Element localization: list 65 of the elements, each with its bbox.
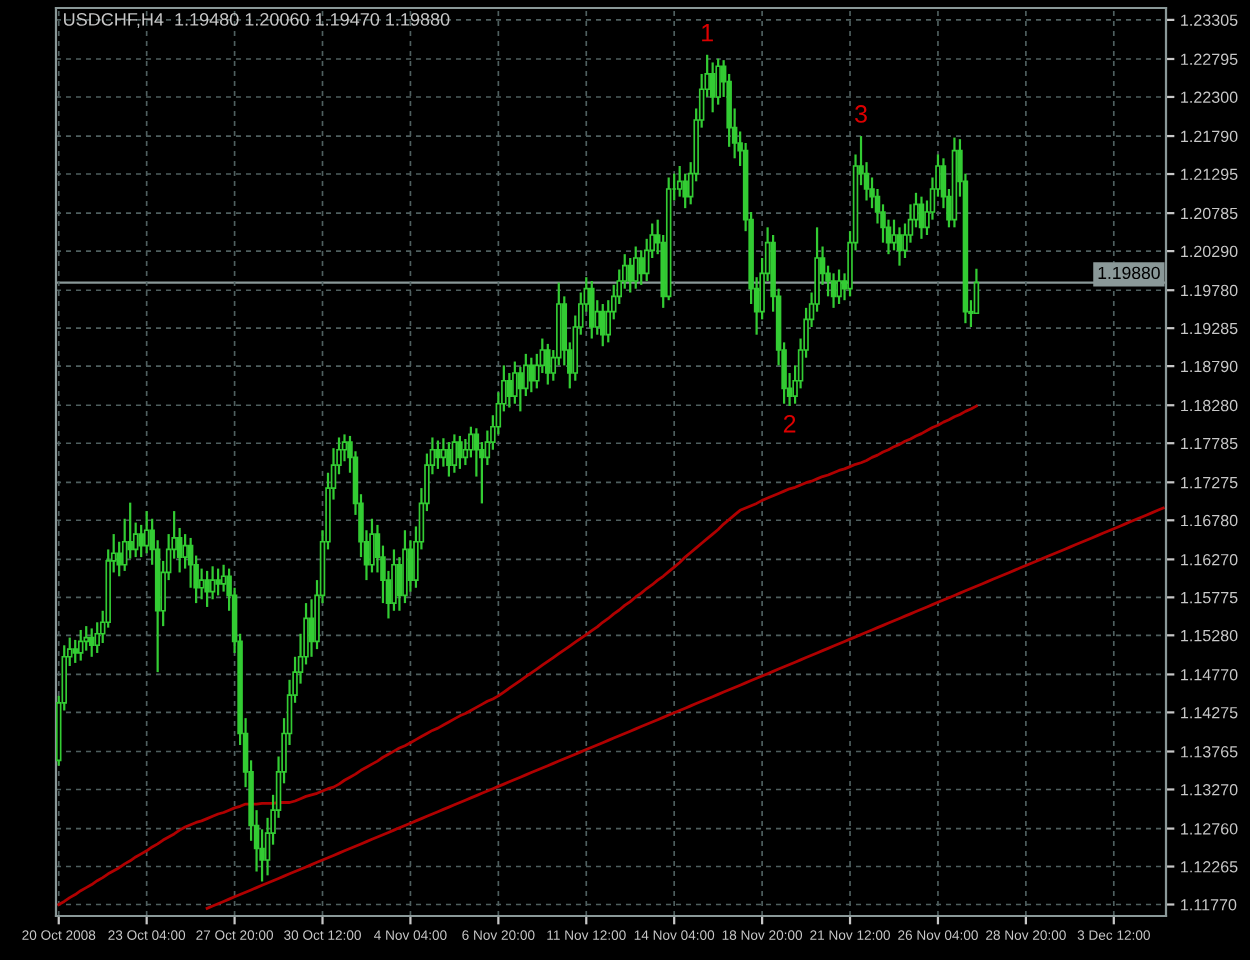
candlestick	[627, 256, 633, 294]
y-tick-label: 1.22795	[1181, 53, 1238, 65]
line-series	[205, 506, 1165, 910]
candlestick	[198, 567, 205, 601]
y-tick-label: 1.17275	[1181, 476, 1238, 489]
candlestick	[446, 440, 452, 478]
candlestick	[599, 302, 606, 348]
candlestick	[545, 342, 551, 386]
candlestick	[830, 272, 837, 309]
ref-line-label: 1.19880	[1098, 266, 1160, 280]
y-tick-label: 1.15280	[1181, 629, 1238, 642]
candlestick	[589, 279, 595, 340]
y-tick-label: 1.20785	[1181, 207, 1238, 220]
candlestick	[709, 61, 716, 114]
candlestick	[391, 548, 397, 612]
candlestick	[836, 268, 842, 306]
candlestick	[682, 172, 688, 210]
candlestick	[506, 371, 513, 409]
candlestick	[72, 638, 78, 665]
y-tick-label: 1.20290	[1181, 245, 1238, 258]
y-tick-label: 1.13765	[1181, 746, 1238, 758]
candlestick	[77, 628, 84, 662]
candlestick	[457, 434, 463, 471]
y-tick-label: 1.18280	[1181, 399, 1238, 412]
candlestick	[138, 523, 144, 559]
candlestick	[116, 540, 122, 578]
y-tick-label: 1.13270	[1181, 784, 1238, 796]
y-tick-label: 1.22300	[1181, 91, 1238, 103]
candlestick	[215, 567, 221, 597]
candlestick	[517, 365, 524, 413]
candlestick	[435, 439, 441, 471]
y-tick-label: 1.11770	[1181, 899, 1237, 911]
candlestick	[204, 569, 210, 609]
y-tick-label: 1.16780	[1181, 514, 1238, 527]
candlestick	[402, 529, 408, 605]
y-tick-label: 1.12760	[1181, 823, 1238, 835]
y-tick-label: 1.21295	[1181, 168, 1238, 181]
y-tick-label: 1.15775	[1181, 592, 1238, 604]
y-tick-label: 1.21790	[1181, 130, 1238, 143]
candlestick	[451, 433, 458, 474]
candlestick	[896, 226, 903, 267]
chart-title: USDCHF,H4 1.19480 1.20060 1.19470 1.19880	[64, 13, 450, 28]
candlestick	[182, 532, 188, 570]
annotation: 1	[702, 24, 713, 42]
y-tick-label: 1.12265	[1181, 861, 1238, 873]
y-tick-label: 1.16270	[1181, 553, 1238, 566]
candlestick	[88, 627, 95, 658]
y-tick-label: 1.23305	[1181, 14, 1238, 26]
annotation: 2	[783, 415, 796, 433]
annotation: 3	[855, 105, 867, 123]
candlestick	[918, 195, 925, 240]
y-tick-label: 1.17785	[1181, 437, 1238, 450]
candlestick	[528, 356, 535, 394]
candlestick	[209, 565, 216, 601]
y-tick-label: 1.14770	[1181, 669, 1238, 681]
candlestick	[715, 57, 721, 106]
y-tick-label: 1.19780	[1181, 284, 1238, 297]
candlestick	[512, 360, 518, 405]
y-tick-label: 1.19285	[1181, 322, 1238, 335]
line-series	[57, 404, 978, 906]
candlestick	[369, 517, 375, 574]
candlestick	[638, 249, 644, 286]
candlestick	[632, 245, 639, 290]
y-tick-label: 1.14275	[1181, 706, 1238, 719]
y-tick-label: 1.18790	[1181, 360, 1238, 373]
